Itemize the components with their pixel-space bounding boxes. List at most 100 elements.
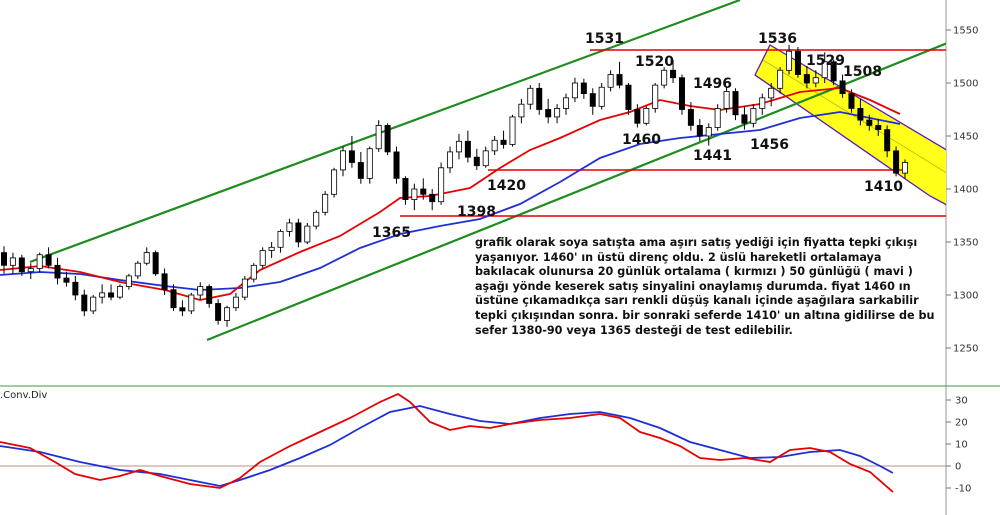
candle [108, 284, 115, 301]
candle-body [652, 84, 659, 109]
candle-body [304, 225, 311, 243]
candle [241, 275, 248, 301]
candle [643, 106, 650, 126]
candle-body [411, 188, 418, 201]
candle-body [527, 87, 534, 105]
candle [9, 252, 16, 274]
candle [36, 252, 43, 272]
candle-body [670, 69, 677, 79]
candle-body [206, 286, 213, 304]
candle [545, 98, 552, 124]
indicator-tick-label: -10 [955, 484, 971, 495]
candle [268, 242, 275, 258]
candle-body [54, 264, 61, 279]
price-tick-label: 1450 [953, 132, 978, 143]
label-1398: 1398 [457, 204, 496, 220]
candle-body [607, 74, 614, 88]
candle-body [99, 292, 106, 298]
candle-body [286, 222, 293, 232]
candle-body [179, 307, 186, 312]
candle-body [45, 254, 52, 266]
candle-body [705, 127, 712, 137]
candle-body [331, 169, 338, 195]
candle-body [108, 292, 115, 298]
candle-body [563, 97, 570, 109]
candle-body [170, 289, 177, 309]
candle [72, 275, 79, 301]
candle [687, 102, 694, 131]
candle-body [429, 193, 436, 203]
candle [348, 136, 355, 168]
candle [714, 104, 721, 131]
candle-body [134, 262, 141, 277]
candle-body [116, 286, 123, 298]
candle-body [545, 109, 552, 118]
candle-body [464, 140, 471, 158]
candle [598, 83, 605, 110]
candle [696, 119, 703, 142]
candle [179, 300, 186, 317]
indicator-tick-label: 30 [955, 396, 968, 407]
label-1460: 1460 [622, 132, 661, 148]
candle-body [643, 108, 650, 124]
candle [768, 83, 775, 107]
candle-body [777, 69, 784, 89]
candle-body [215, 303, 222, 321]
price-tick-label: 1400 [953, 185, 978, 196]
candle [616, 61, 623, 89]
candle-body [536, 87, 543, 110]
candle [277, 229, 284, 253]
candle [732, 88, 739, 121]
candle [45, 247, 52, 269]
candle [224, 305, 231, 327]
candle [331, 167, 338, 198]
candle-body [357, 162, 364, 179]
candle-body [750, 108, 757, 124]
candle [839, 74, 846, 98]
candle-body [224, 307, 231, 321]
candle-body [322, 193, 329, 213]
candle-body [259, 250, 266, 266]
indicator-tick-label: 0 [955, 462, 961, 473]
signal-line [0, 405, 894, 487]
candle-body [438, 167, 445, 203]
candle-body [27, 268, 34, 273]
candle-body [455, 140, 462, 153]
candle [188, 292, 195, 315]
candle [322, 191, 329, 216]
candle [678, 74, 685, 115]
candle-body [732, 91, 739, 116]
candle [170, 284, 177, 311]
indicator-tick-label: 20 [955, 418, 968, 429]
label-1536: 1536 [758, 31, 797, 47]
candle [125, 273, 132, 290]
candle [473, 148, 480, 170]
candle [143, 247, 150, 266]
candle-body [0, 252, 7, 266]
candle [447, 146, 454, 174]
label-1508: 1508 [843, 64, 882, 80]
price-tick-label: 1350 [953, 238, 978, 249]
candle-body [295, 222, 302, 243]
candle-body [875, 125, 882, 131]
price-tick-label: 1500 [953, 79, 978, 90]
candle [81, 289, 88, 317]
price-tick-label: 1250 [953, 344, 978, 355]
candle [786, 44, 793, 75]
price-tick-label: 1300 [953, 291, 978, 302]
candle-body [81, 294, 88, 312]
candle [705, 123, 712, 146]
candle [634, 104, 641, 128]
candle [580, 78, 587, 99]
candle [661, 67, 668, 89]
candle-body [36, 254, 43, 269]
candle-body [72, 281, 79, 296]
candle-body [696, 125, 703, 137]
candle-body [500, 139, 507, 145]
candle-body [384, 125, 391, 153]
candle [161, 268, 168, 295]
candle-body [794, 50, 801, 75]
candle-body [589, 93, 596, 107]
candle-body [482, 150, 489, 167]
